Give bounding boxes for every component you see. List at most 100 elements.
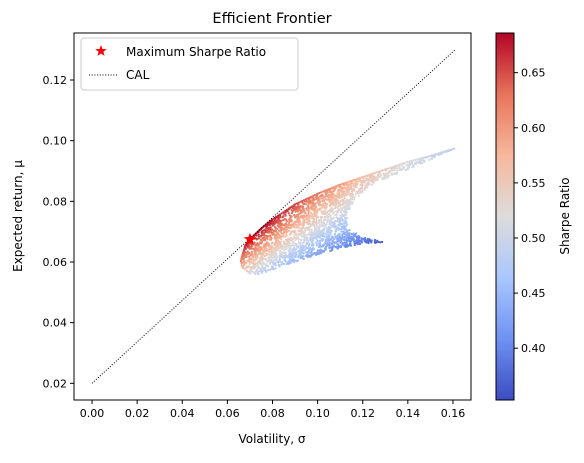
portfolio-point [277, 234, 280, 237]
portfolio-point [314, 221, 317, 224]
portfolio-point [264, 229, 267, 232]
portfolio-point [328, 244, 331, 247]
portfolio-point [334, 219, 337, 222]
portfolio-point [299, 233, 302, 236]
portfolio-point [351, 190, 354, 193]
portfolio-point [315, 242, 318, 245]
portfolio-point [409, 164, 412, 167]
frontier-point [285, 208, 288, 211]
portfolio-point [270, 257, 273, 260]
portfolio-point [349, 202, 352, 206]
portfolio-point [280, 253, 283, 256]
portfolio-point [373, 238, 376, 242]
portfolio-point [290, 211, 294, 215]
y-tick-label: 0.04 [43, 317, 68, 330]
portfolio-point [320, 210, 323, 213]
portfolio-point [359, 179, 362, 182]
portfolio-point [334, 230, 337, 233]
frontier-point [323, 189, 326, 192]
frontier-point [273, 217, 276, 220]
portfolio-point [271, 241, 274, 244]
portfolio-point [264, 247, 267, 250]
portfolio-point [410, 162, 413, 165]
portfolio-point [268, 259, 271, 262]
portfolio-point [298, 241, 301, 244]
portfolio-point [248, 255, 251, 258]
portfolio-point [406, 168, 409, 171]
portfolio-point [379, 175, 382, 178]
portfolio-point [386, 176, 389, 179]
portfolio-point [344, 205, 347, 208]
portfolio-point [276, 227, 279, 231]
portfolio-point [283, 255, 286, 258]
portfolio-point [355, 239, 358, 242]
portfolio-point [276, 224, 279, 227]
portfolio-point [284, 226, 288, 229]
portfolio-point [341, 198, 344, 202]
portfolio-point [319, 217, 323, 220]
portfolio-point [264, 250, 267, 253]
portfolio-point [323, 218, 326, 221]
frontier-point [325, 189, 328, 192]
portfolio-point [325, 202, 328, 205]
portfolio-point [310, 241, 313, 244]
portfolio-point [318, 198, 321, 201]
portfolio-point [273, 256, 276, 259]
portfolio-point [273, 262, 277, 265]
portfolio-point [308, 222, 311, 225]
portfolio-point [262, 238, 265, 241]
x-tick-label: 0.14 [396, 407, 421, 420]
portfolio-point [312, 204, 315, 207]
portfolio-point [295, 221, 299, 224]
portfolio-point [311, 198, 314, 201]
portfolio-point [383, 175, 386, 178]
portfolio-point [312, 247, 315, 250]
portfolio-point [315, 218, 318, 221]
portfolio-point [288, 253, 292, 256]
portfolio-point [288, 218, 291, 221]
portfolio-point [322, 250, 325, 253]
portfolio-point [428, 158, 431, 161]
portfolio-point [295, 214, 298, 218]
portfolio-point [255, 244, 258, 247]
portfolio-point [327, 237, 330, 240]
portfolio-point [316, 239, 319, 243]
frontier-point [330, 186, 334, 189]
portfolio-point [343, 220, 346, 223]
portfolio-point [338, 235, 341, 238]
portfolio-point [256, 255, 259, 259]
frontier-point [431, 154, 434, 157]
frontier-point [368, 173, 371, 176]
portfolio-point [280, 226, 284, 229]
portfolio-point [345, 190, 348, 193]
portfolio-point [315, 224, 318, 227]
portfolio-point [346, 199, 349, 202]
portfolio-point [343, 225, 346, 228]
portfolio-point [254, 248, 258, 251]
portfolio-point [370, 240, 373, 243]
portfolio-point [274, 221, 277, 224]
portfolio-point [265, 257, 268, 260]
colorbar-tick-label: 0.65 [521, 67, 546, 80]
portfolio-point [259, 238, 262, 241]
portfolio-point [294, 255, 297, 258]
frontier-point [426, 155, 429, 158]
portfolio-point [305, 200, 308, 203]
portfolio-point [292, 259, 295, 262]
portfolio-point [275, 219, 278, 223]
portfolio-point [282, 215, 285, 218]
portfolio-point [348, 229, 351, 232]
portfolio-point [306, 209, 310, 212]
portfolio-point [357, 191, 360, 194]
portfolio-point [326, 228, 329, 231]
portfolio-point [361, 187, 364, 190]
portfolio-point [355, 184, 358, 187]
portfolio-point [299, 238, 303, 241]
portfolio-point [294, 233, 297, 236]
portfolio-point [337, 245, 340, 249]
portfolio-point [338, 203, 342, 206]
portfolio-point [314, 214, 317, 217]
portfolio-point [330, 246, 333, 249]
portfolio-point [329, 214, 332, 217]
portfolio-point [299, 222, 302, 226]
